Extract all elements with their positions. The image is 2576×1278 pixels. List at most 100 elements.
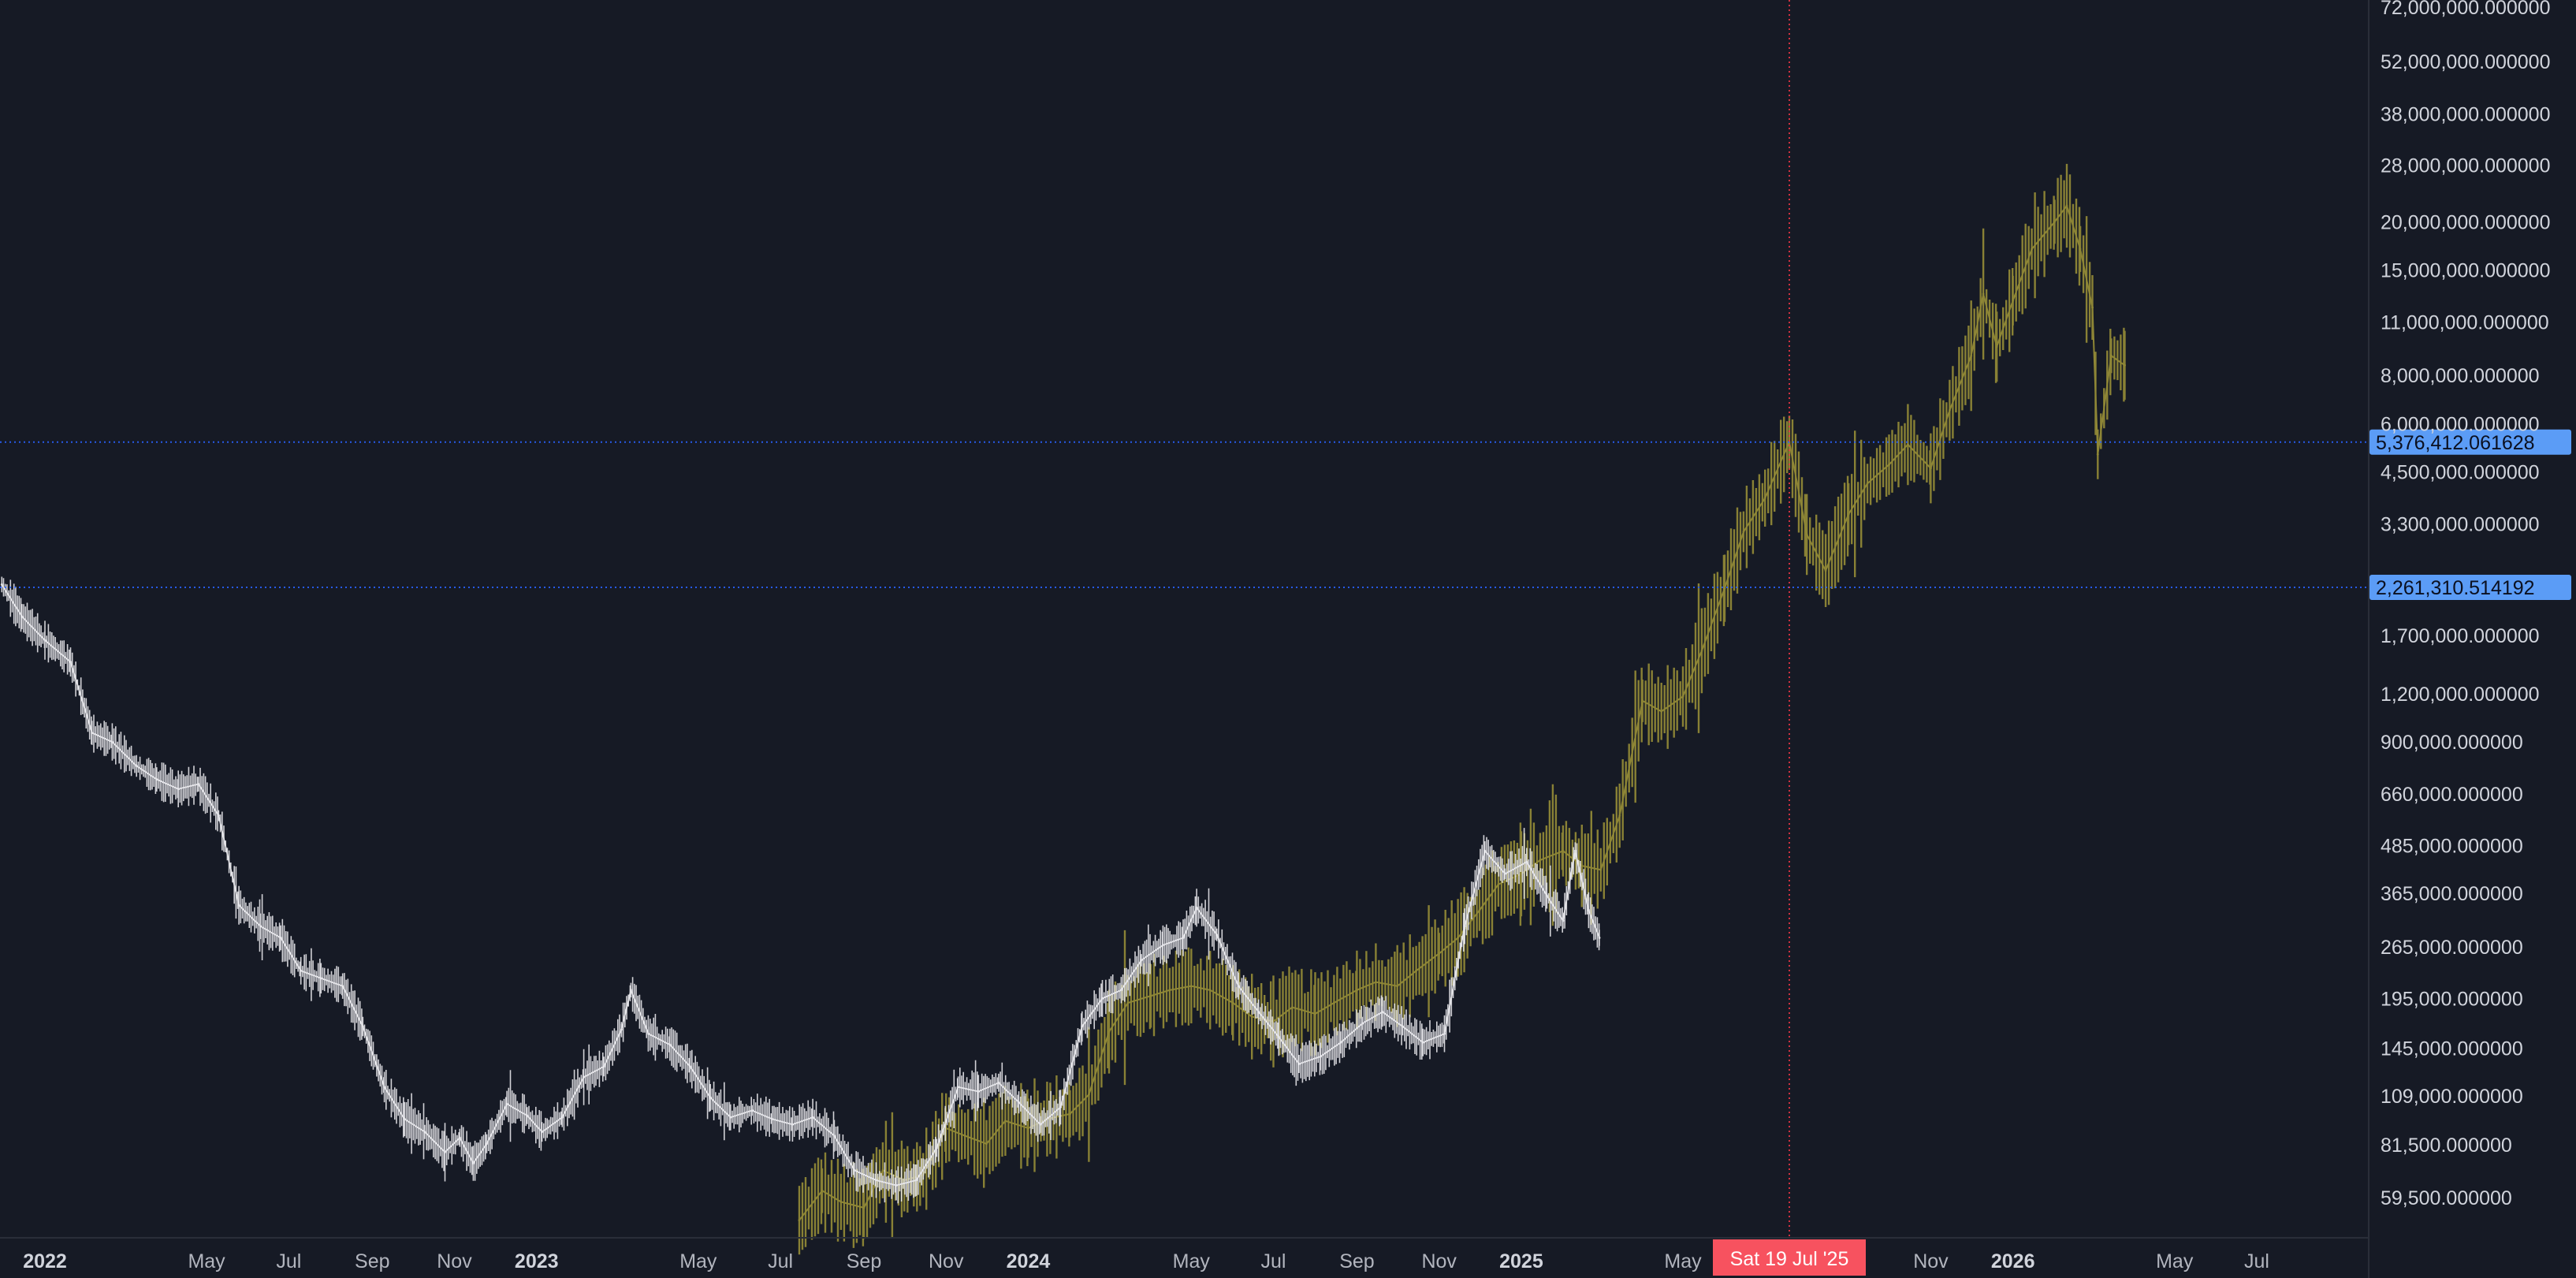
series-overlay-point (1641, 699, 1644, 702)
series-primary-point (0, 583, 3, 586)
series-overlay-point (2053, 220, 2057, 223)
series-primary-point (1039, 1123, 1042, 1126)
series-primary-point (1421, 1041, 1424, 1044)
series-overlay-point (1087, 1093, 1090, 1096)
series-primary-point (1257, 1011, 1260, 1013)
series-overlay-point (1332, 1001, 1335, 1004)
series-overlay-point (1562, 849, 1565, 852)
series-primary-point (505, 1102, 508, 1105)
series-primary-point (915, 1179, 918, 1182)
series-overlay-point (1168, 989, 1171, 992)
series-overlay-point (1599, 868, 1603, 871)
y-tick-label: 365,000.000000 (2381, 883, 2523, 905)
series-primary-point (647, 1032, 650, 1035)
series-overlay-point (2031, 248, 2034, 251)
series-primary-point (1319, 1055, 1322, 1058)
price-badge-label: 5,376,412.061628 (2376, 432, 2535, 454)
series-overlay-point (1995, 345, 1998, 348)
series-primary-point (341, 985, 344, 988)
series-primary-point (560, 1116, 564, 1119)
series-primary-point (1339, 1041, 1342, 1044)
series-overlay-point (1107, 1030, 1111, 1033)
series-primary-point (444, 1150, 446, 1153)
x-tick-label: May (1664, 1250, 1702, 1272)
x-tick-label: Jul (768, 1250, 793, 1272)
x-tick-label: Nov (1421, 1250, 1457, 1272)
series-overlay-point (2091, 306, 2094, 309)
series-overlay-point (1742, 531, 1745, 533)
price-badge: 2,261,310.514192 (2369, 575, 2571, 601)
series-primary-point (319, 977, 322, 980)
series-primary-point (791, 1123, 794, 1126)
series-primary-point (20, 615, 24, 618)
y-tick-label: 59,500.000000 (2381, 1187, 2512, 1209)
series-primary-point (110, 740, 114, 743)
series-primary-point (832, 1135, 836, 1138)
series-primary-line (1, 583, 1600, 1187)
series-primary-point (689, 1065, 692, 1068)
series-overlay-point (881, 1168, 884, 1172)
series-overlay-point (1149, 994, 1152, 997)
series-overlay-point (1438, 952, 1441, 955)
series-overlay-point (1250, 1015, 1253, 1018)
series-overlay-point (1982, 292, 1985, 296)
series-primary-point (1018, 1101, 1020, 1104)
series-primary-point (1587, 909, 1590, 911)
price-axis[interactable]: 72,000,000.000000 52,000,000.000000 38,000… (2368, 0, 2551, 1278)
y-tick-label: 900,000.000000 (2381, 732, 2523, 754)
series-primary-point (1381, 1011, 1384, 1013)
series-primary-point (135, 765, 138, 767)
y-tick-label: 3,300,000.000000 (2381, 514, 2540, 536)
y-tick-label: 38,000,000.000000 (2381, 104, 2551, 126)
series-primary-point (583, 1075, 586, 1079)
x-tick-label: Jul (1261, 1250, 1286, 1272)
series-primary (0, 576, 1601, 1204)
x-tick-label: May (188, 1250, 225, 1272)
y-tick-label: 109,000.000000 (2381, 1086, 2523, 1108)
series-overlay-point (1681, 695, 1684, 698)
series-primary-point (383, 1086, 386, 1089)
series-overlay-point (985, 1142, 988, 1146)
x-tick-label: May (2156, 1250, 2194, 1272)
y-tick-label: 6,000,000.000000 (2381, 413, 2540, 435)
series-primary-point (620, 1028, 623, 1031)
series-overlay-point (1723, 587, 1726, 590)
series-primary-point (771, 1118, 774, 1120)
series-primary-point (541, 1131, 544, 1134)
series-overlay-point (1208, 989, 1212, 992)
y-tick-label: 145,000.000000 (2381, 1038, 2523, 1060)
y-tick-label: 72,000,000.000000 (2381, 0, 2551, 19)
plot-area[interactable] (0, 163, 2126, 1255)
crosshair-date-badge-bg (1713, 1239, 1866, 1276)
series-overlay-point (1539, 859, 1542, 862)
series-primary-point (957, 1086, 960, 1089)
series-primary-point (1059, 1105, 1062, 1108)
x-tick-label: 2022 (23, 1250, 67, 1272)
series-primary-point (1361, 1022, 1364, 1025)
series-primary-point (1402, 1025, 1405, 1028)
series-overlay-point (2065, 204, 2068, 207)
y-tick-label: 660,000.000000 (2381, 784, 2523, 806)
series-primary-point (1598, 937, 1601, 939)
x-tick-label: 2025 (1499, 1250, 1543, 1272)
series-primary-point (977, 1090, 980, 1093)
series-primary-point (1545, 894, 1548, 897)
series-primary-point (1215, 933, 1219, 937)
series-primary-point (259, 925, 262, 928)
y-tick-label: 485,000.000000 (2381, 836, 2523, 858)
series-overlay-point (2109, 354, 2113, 357)
series-primary-point (1277, 1035, 1280, 1038)
x-tick-label: 2024 (1007, 1250, 1051, 1272)
series-overlay-point (1700, 649, 1703, 652)
y-tick-label: 20,000,000.000000 (2381, 211, 2551, 233)
series-primary-point (602, 1065, 605, 1068)
series-overlay-point (1457, 937, 1460, 939)
series-overlay-point (1415, 969, 1418, 972)
time-axis[interactable]: 2022 May Jul Sep Nov 2023 May Jul Sep Nov 2024 May J… (0, 1237, 2369, 1276)
y-tick-label: 195,000.000000 (2381, 988, 2523, 1010)
x-tick-label: May (679, 1250, 717, 1272)
series-primary-point (1573, 849, 1576, 852)
series-overlay-point (1847, 512, 1850, 516)
series-overlay-point (1970, 354, 1973, 357)
